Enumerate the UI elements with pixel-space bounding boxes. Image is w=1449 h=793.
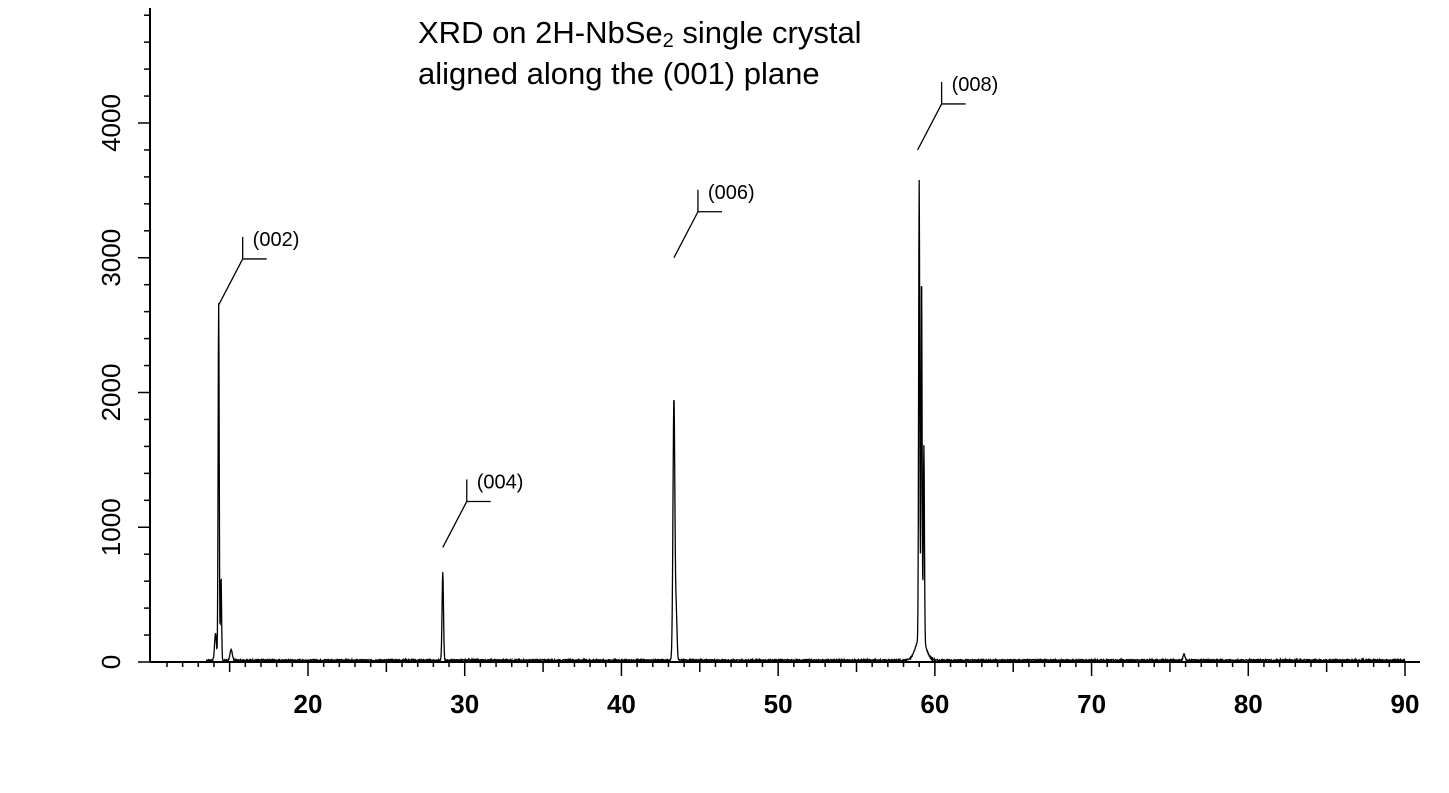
- peak-label: (008): [952, 74, 999, 96]
- peak-label: (002): [253, 229, 300, 251]
- peak-label: (004): [477, 471, 524, 493]
- annotation-group: (002) (004) (006) (008): [218, 74, 999, 548]
- x-tick-label: 80: [1234, 689, 1263, 719]
- peak-leader-line: [917, 103, 943, 151]
- x-tick-label: 30: [450, 689, 479, 719]
- axes: 0 1000 2000 3000 4000 20 30 40 50 60 70 80 90: [96, 8, 1420, 719]
- x-tick-label: 20: [294, 689, 323, 719]
- x-tick-label: 60: [920, 689, 949, 719]
- y-tick-label: 2000: [96, 364, 126, 422]
- y-tick-label: 4000: [96, 94, 126, 152]
- x-tick-label: 90: [1391, 689, 1420, 719]
- title-text-rest: single crystal: [673, 15, 862, 50]
- xrd-pattern-line: [205, 179, 1406, 664]
- chart-title-line1: XRD on 2H-NbSe2 single crystal: [418, 15, 862, 51]
- x-tick-label: 70: [1077, 689, 1106, 719]
- peak-leader-line: [218, 258, 244, 306]
- peak-leader-line: [442, 501, 468, 548]
- y-tick-label: 3000: [96, 229, 126, 287]
- series-group: [205, 179, 1406, 664]
- peak-label: (006): [708, 182, 755, 204]
- y-tick-label: 1000: [96, 498, 126, 556]
- x-tick-label: 50: [764, 689, 793, 719]
- title-text: XRD on 2H-NbSe: [418, 15, 663, 50]
- y-tick-label: 0: [96, 655, 126, 669]
- title-subscript: 2: [662, 30, 674, 52]
- chart-title-line2: aligned along the (001) plane: [418, 56, 820, 91]
- x-tick-label: 40: [607, 689, 636, 719]
- peak-leader-line: [673, 211, 699, 259]
